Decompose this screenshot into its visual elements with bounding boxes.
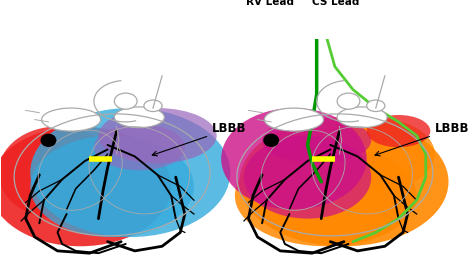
- Ellipse shape: [40, 134, 56, 147]
- Ellipse shape: [114, 107, 164, 128]
- Ellipse shape: [367, 100, 385, 112]
- Ellipse shape: [99, 108, 217, 163]
- Ellipse shape: [337, 93, 360, 109]
- Ellipse shape: [262, 117, 371, 163]
- Text: LBBB: LBBB: [152, 122, 246, 156]
- Ellipse shape: [42, 108, 100, 131]
- Ellipse shape: [114, 93, 137, 109]
- Ellipse shape: [367, 115, 430, 147]
- Ellipse shape: [235, 145, 417, 246]
- Ellipse shape: [308, 117, 435, 191]
- Text: CS Lead: CS Lead: [312, 0, 359, 7]
- Ellipse shape: [264, 108, 323, 131]
- Ellipse shape: [0, 126, 171, 246]
- Ellipse shape: [144, 100, 162, 112]
- Ellipse shape: [30, 136, 194, 237]
- Text: RV Lead: RV Lead: [246, 0, 294, 7]
- Ellipse shape: [30, 108, 230, 237]
- Ellipse shape: [221, 108, 367, 210]
- Ellipse shape: [337, 107, 387, 128]
- Ellipse shape: [263, 134, 279, 147]
- Text: LBBB: LBBB: [375, 122, 469, 156]
- Ellipse shape: [244, 136, 371, 219]
- Ellipse shape: [0, 126, 117, 219]
- Ellipse shape: [94, 124, 185, 170]
- Ellipse shape: [239, 117, 448, 246]
